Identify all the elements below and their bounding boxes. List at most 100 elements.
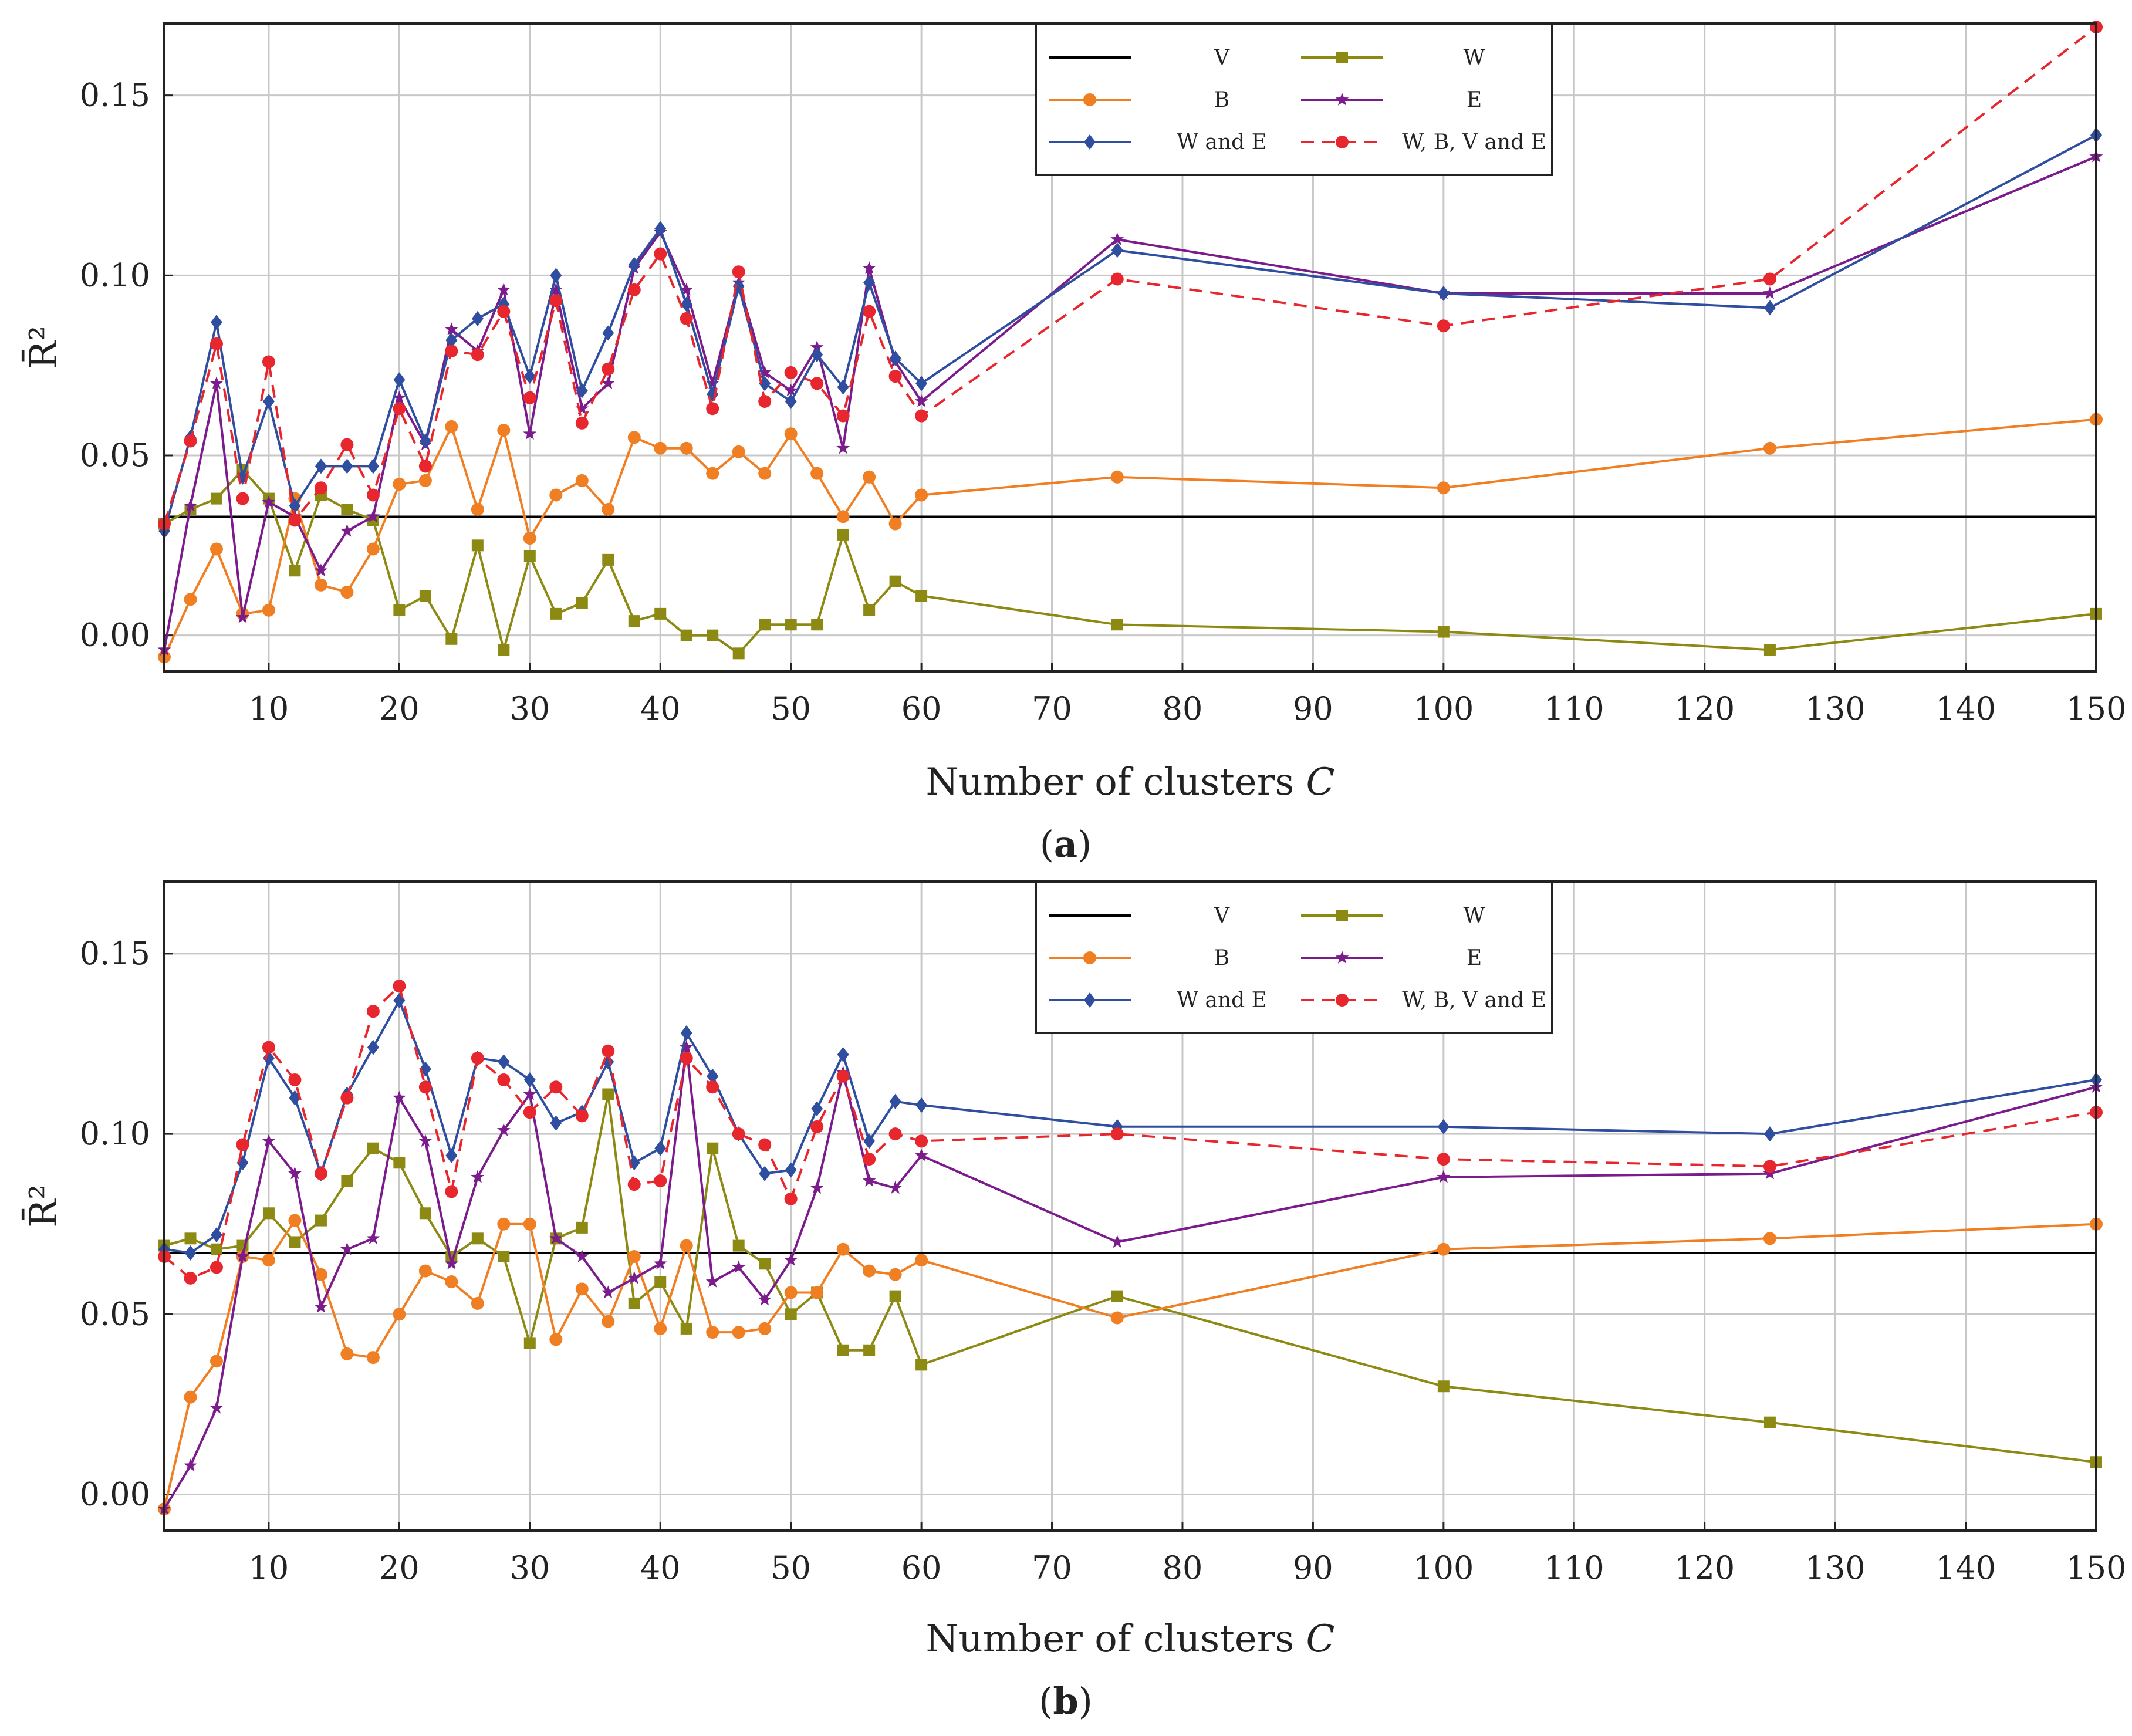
series-b-point <box>627 431 641 444</box>
series-w-and-e-point <box>889 350 901 366</box>
series-e-point <box>288 1166 302 1180</box>
x-tick-label: 60 <box>901 1549 942 1586</box>
series-w-b-v-and-e-point <box>393 402 406 416</box>
series-b-line <box>163 1219 2097 1509</box>
series-w-b-v-and-e-point <box>915 409 928 423</box>
series-w-point <box>1437 626 1450 638</box>
legend-entry-w-and-e-marker <box>1084 992 1096 1008</box>
series-w-point <box>210 492 222 505</box>
x-tick-label: 60 <box>901 690 942 727</box>
series-w-b-v-and-e-point <box>340 1091 354 1105</box>
x-tick-label: 10 <box>249 690 289 727</box>
series-w-point <box>1763 1416 1776 1428</box>
series-w-and-e-point <box>445 332 458 348</box>
series-w-b-v-and-e-point <box>784 1192 798 1205</box>
series-b-point <box>288 1214 302 1227</box>
series-b-point <box>784 1286 798 1299</box>
x-tick-label: 120 <box>1674 1549 1735 1586</box>
series-w-point <box>1437 1380 1450 1393</box>
x-tick-label: 80 <box>1163 1549 1203 1586</box>
series-b-point <box>366 1351 380 1365</box>
series-w-b-v-and-e-point <box>706 402 719 416</box>
series-w-point <box>471 539 484 552</box>
series-w-and-e-point <box>210 315 222 330</box>
series-w-b-v-and-e-point <box>236 492 249 505</box>
x-tick-label: 150 <box>2066 1549 2126 1586</box>
series-w-b-v-and-e-point <box>523 391 536 404</box>
series-w-point <box>863 604 876 616</box>
series-b-point <box>575 474 589 487</box>
x-tick-label: 110 <box>1544 690 1604 727</box>
series-e-point <box>523 427 537 440</box>
series-e-point <box>236 1249 249 1262</box>
y-tick-label: 0.05 <box>80 1295 150 1332</box>
x-tick-label: 140 <box>1935 690 1996 727</box>
series-e-point <box>262 495 276 508</box>
series-b-point <box>497 1217 511 1231</box>
series-w-and-e-line <box>163 134 2097 532</box>
series-w-b-v-and-e-point <box>418 1080 432 1094</box>
legend-entry-e-marker <box>1335 951 1349 964</box>
legend-entry-b-marker <box>1083 951 1096 964</box>
series-b-point <box>810 1286 824 1299</box>
series-b-point <box>393 478 406 491</box>
series-b-point <box>888 1268 902 1281</box>
series-e-point <box>1437 1170 1451 1183</box>
legend: V W B E W and E W, B, V and E <box>1035 880 1553 1034</box>
series-w-and-e-point <box>576 383 588 398</box>
series-w-b-v-and-e-point <box>602 362 615 376</box>
series-w-point <box>837 528 849 541</box>
series-w-b-v-and-e-point <box>732 1127 745 1141</box>
series-w-and-e-point <box>262 394 275 409</box>
series-b-point <box>210 542 223 556</box>
series-w-point <box>785 1308 797 1320</box>
series-w-point <box>628 1297 640 1309</box>
series-w-b-v-and-e-point <box>497 305 511 318</box>
legend-entry-w-and-e: W and E <box>1049 988 1267 1012</box>
series-w-and-e-point <box>1111 242 1123 258</box>
legend-entry-w-label: W <box>1463 46 1485 70</box>
series-w-and-e-point <box>471 310 484 326</box>
series-w-and-e-point <box>654 1140 667 1156</box>
series-w-point <box>1111 1290 1123 1302</box>
series-b-point <box>732 445 745 458</box>
grid <box>164 23 2097 671</box>
series-e-point <box>888 1181 902 1194</box>
legend-entry-b-marker <box>1083 93 1096 106</box>
series-b-point <box>1437 1242 1450 1256</box>
series-w-b-v-and-e-point <box>340 438 354 451</box>
series-w-point <box>759 1258 771 1270</box>
legend-entry-w-b-v-and-e-label: W, B, V and E <box>1402 130 1546 154</box>
series-e-point <box>184 498 197 512</box>
series-w-and-e-point <box>1437 286 1450 301</box>
series-w-b-v-and-e-point <box>810 1120 824 1133</box>
series-w-point <box>680 629 692 641</box>
series-e-point <box>810 340 824 353</box>
series-w-point <box>419 590 431 602</box>
series-group <box>157 21 2103 664</box>
series-w-and-e-point <box>785 394 797 409</box>
axis-ticks: 10 20 30 40 50 60 70 80 90 100 110 120 130 140 150 0.00… <box>80 935 2127 1586</box>
series-e-point <box>496 282 511 296</box>
y-tick-label: 0.05 <box>80 437 150 474</box>
series-w-b-v-and-e-point <box>366 1005 380 1018</box>
legend-entry-w-marker <box>1336 910 1348 921</box>
legend-entry-w-and-e: W and E <box>1049 130 1267 154</box>
series-w-point <box>576 597 588 609</box>
series-group <box>157 980 2103 1516</box>
x-tick-label: 120 <box>1674 690 1735 727</box>
series-e-point <box>914 394 928 407</box>
series-w-and-e-point <box>785 1162 797 1178</box>
series-w-point <box>732 647 745 660</box>
series-w-point <box>628 615 640 627</box>
series-w-b-v-and-e-point <box>784 366 798 379</box>
series-e-point <box>653 1257 667 1269</box>
series-e-point <box>314 563 328 576</box>
series-b-point <box>445 420 458 433</box>
x-tick-label: 10 <box>249 1549 289 1586</box>
series-b-point <box>445 1275 458 1289</box>
series-w-point <box>576 1221 588 1234</box>
legend-entry-w-and-e-marker <box>1084 134 1096 150</box>
series-b-point <box>497 424 511 437</box>
series-w-b-v-and-e-point <box>888 1127 902 1141</box>
